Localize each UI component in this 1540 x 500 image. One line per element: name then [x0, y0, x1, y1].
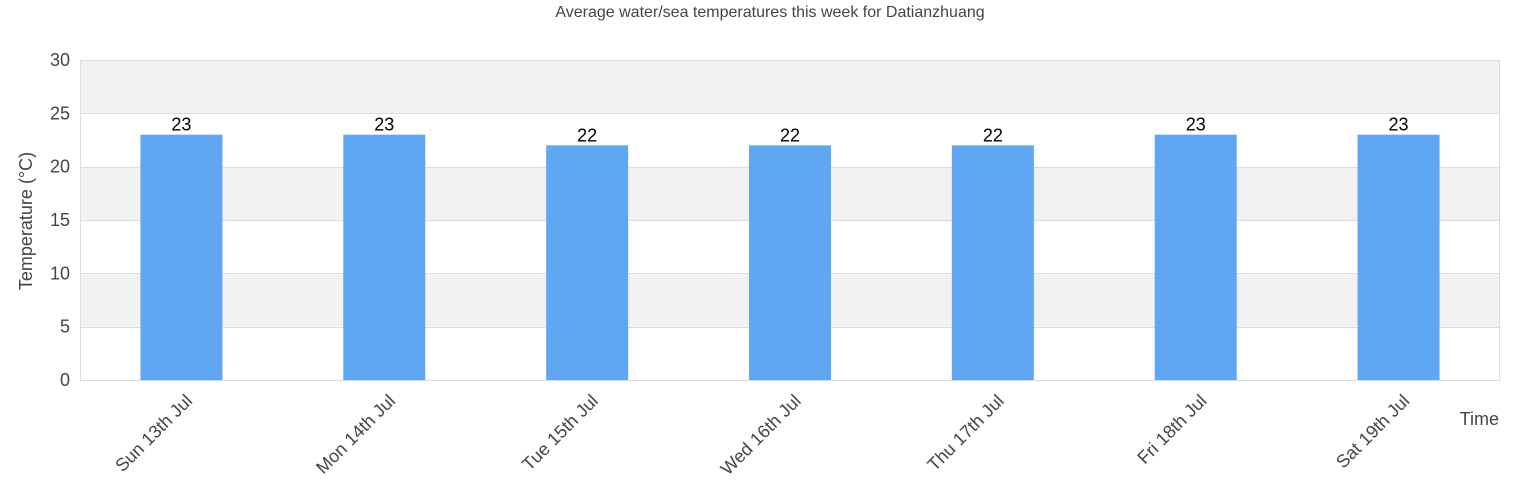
data-label: 22 [780, 125, 800, 145]
plot-band [80, 60, 1500, 114]
y-tick-label: 15 [50, 210, 70, 230]
x-tick-label: Fri 18th Jul [1133, 391, 1210, 468]
data-label: 23 [374, 115, 394, 135]
bar[interactable] [749, 145, 831, 380]
data-label: 23 [1186, 115, 1206, 135]
x-tick-label: Sat 19th Jul [1332, 391, 1413, 472]
x-tick-label: Tue 15th Jul [518, 391, 602, 475]
bar[interactable] [951, 145, 1034, 380]
x-tick-label: Wed 16th Jul [717, 391, 805, 479]
data-labels: 23 23 22 22 22 23 23 [171, 115, 1408, 146]
data-label: 22 [983, 125, 1003, 145]
y-tick-label: 20 [50, 157, 70, 177]
y-axis-ticks: 0 5 10 15 20 25 30 [50, 50, 70, 390]
x-axis-title: Time [1460, 409, 1499, 429]
x-tick-label: Sun 13th Jul [111, 391, 196, 476]
bar[interactable] [1154, 134, 1237, 380]
y-tick-label: 0 [60, 370, 70, 390]
bar[interactable] [546, 145, 629, 380]
data-label: 22 [577, 125, 597, 145]
y-axis-title: Temperature (°C) [16, 152, 36, 290]
bars [140, 134, 1440, 380]
y-tick-label: 5 [60, 317, 70, 337]
y-tick-label: 10 [50, 263, 70, 283]
x-tick-label: Mon 14th Jul [312, 391, 399, 478]
bar[interactable] [140, 134, 223, 380]
bar[interactable] [343, 134, 426, 380]
data-label: 23 [1389, 115, 1409, 135]
data-label: 23 [171, 115, 191, 135]
x-axis-ticks: Sun 13th Jul Mon 14th Jul Tue 15th Jul Wed … [111, 391, 1413, 479]
x-tick-label: Thu 17th Jul [923, 391, 1007, 475]
chart-title: Average water/sea temperatures this week… [555, 4, 984, 21]
y-tick-label: 25 [50, 103, 70, 123]
y-tick-label: 30 [50, 50, 70, 70]
bar[interactable] [1357, 134, 1440, 380]
